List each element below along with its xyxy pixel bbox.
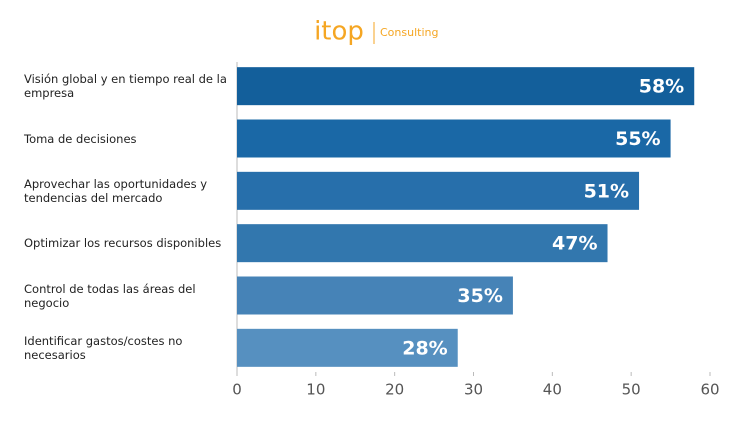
logo: itop — [314, 17, 364, 47]
value-label: 28% — [402, 337, 447, 359]
x-tick-label: 50 — [622, 381, 641, 399]
category-label: Toma de decisiones — [24, 131, 137, 146]
category-label: Control de todas las áreas del negocio — [24, 281, 196, 310]
value-label: 47% — [552, 233, 597, 255]
x-tick-label: 40 — [543, 381, 562, 399]
value-label: 35% — [457, 285, 502, 307]
bar — [237, 328, 458, 367]
bar — [237, 276, 513, 315]
x-tick-label: 30 — [464, 381, 483, 399]
value-label: 58% — [639, 76, 684, 98]
bar — [237, 67, 695, 106]
x-tick-label: 60 — [700, 381, 719, 399]
logo-tagline: Consulting — [380, 26, 438, 39]
value-label: 55% — [615, 128, 660, 150]
category-label: Optimizar los recursos disponibles — [24, 236, 222, 251]
x-tick-label: 0 — [232, 381, 242, 399]
category-label: Identificar gastos/costes no necesarios — [24, 333, 183, 362]
bar — [237, 224, 608, 263]
bar — [237, 171, 640, 210]
x-tick-label: 20 — [385, 381, 404, 399]
value-label: 51% — [584, 180, 629, 202]
category-label: Visión global y en tiempo real de la emp… — [24, 72, 227, 101]
x-tick-label: 10 — [306, 381, 325, 399]
category-label: Aprovechar las oportunidades y tendencia… — [24, 176, 208, 205]
bar — [237, 119, 671, 158]
